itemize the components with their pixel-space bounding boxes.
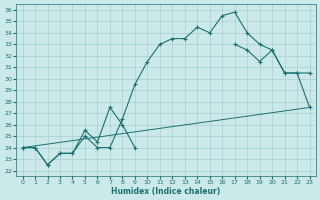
- X-axis label: Humidex (Indice chaleur): Humidex (Indice chaleur): [111, 187, 221, 196]
